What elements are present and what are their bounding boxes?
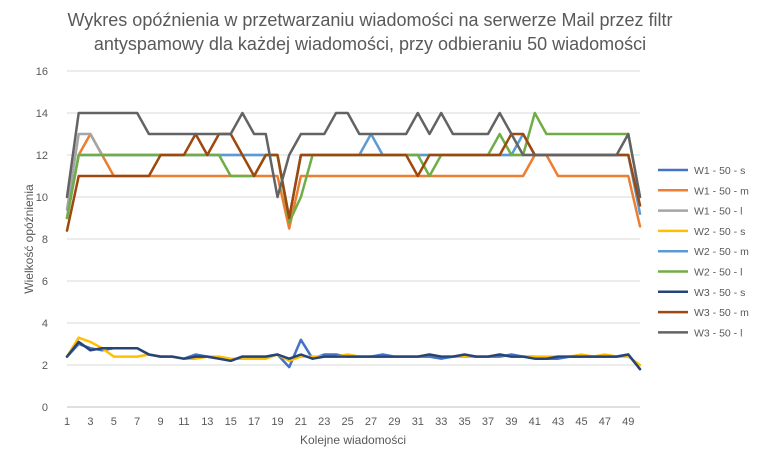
x-tick-label: 41 xyxy=(529,416,541,428)
legend-label: W2 - 50 - s xyxy=(694,226,745,238)
x-tick-label: 35 xyxy=(458,416,470,428)
x-tick-label: 45 xyxy=(575,416,587,428)
y-tick-label: 4 xyxy=(42,318,48,330)
x-tick-label: 9 xyxy=(157,416,163,428)
x-tick-label: 21 xyxy=(295,416,307,428)
x-axis-title: Kolejne wiadomości xyxy=(300,433,406,447)
legend-label: W2 - 50 - m xyxy=(694,246,749,258)
series-line-7 xyxy=(65,340,642,371)
x-tick-label: 17 xyxy=(248,416,260,428)
y-tick-label: 16 xyxy=(36,66,48,78)
x-tick-label: 11 xyxy=(178,416,189,428)
series-line-9 xyxy=(65,111,642,199)
legend-label: W3 - 50 - m xyxy=(694,307,749,319)
x-tick-label: 37 xyxy=(482,416,494,428)
x-tick-label: 49 xyxy=(622,416,634,428)
series-lines xyxy=(65,111,642,371)
legend-label: W3 - 50 - l xyxy=(694,327,742,339)
x-tick-label: 29 xyxy=(388,416,400,428)
y-tick-label: 14 xyxy=(36,108,48,120)
x-tick-label: 13 xyxy=(201,416,213,428)
legend-label: W1 - 50 - l xyxy=(694,206,742,218)
x-tick-label: 47 xyxy=(599,416,611,428)
x-tick-label: 27 xyxy=(365,416,377,428)
x-tick-label: 33 xyxy=(435,416,447,428)
x-tick-label: 1 xyxy=(64,416,70,428)
x-tick-label: 43 xyxy=(552,416,564,428)
x-tick-label: 5 xyxy=(111,416,117,428)
y-tick-label: 8 xyxy=(42,234,48,246)
x-tick-label: 39 xyxy=(505,416,517,428)
legend: W1 - 50 - s W1 - 50 - m W1 - 50 - l W2 - 50… xyxy=(658,165,749,339)
series-line-2 xyxy=(65,132,642,230)
x-tick-label: 31 xyxy=(412,416,424,428)
legend-label: W2 - 50 - l xyxy=(694,267,742,279)
y-tick-label: 10 xyxy=(36,192,48,204)
y-tick-label: 12 xyxy=(36,150,48,162)
y-tick-label: 6 xyxy=(42,276,48,288)
x-tick-label: 25 xyxy=(342,416,354,428)
chart-title-line-2: antyspamowy dla każdej wiadomości, przy … xyxy=(94,34,646,54)
legend-label: W1 - 50 - m xyxy=(694,185,749,197)
y-tick-label: 2 xyxy=(42,360,48,372)
chart-title-line-1: Wykres opóźnienia w przetwarzaniu wiadom… xyxy=(67,10,672,30)
y-axis-title: Wielkość opóźnienia xyxy=(22,184,36,294)
x-tick-label: 19 xyxy=(271,416,283,428)
y-tick-label: 0 xyxy=(42,402,48,414)
series-line-8 xyxy=(65,132,642,232)
legend-label: W1 - 50 - s xyxy=(694,165,745,177)
series-line-4 xyxy=(65,336,642,367)
x-tick-label: 3 xyxy=(87,416,93,428)
x-tick-label: 23 xyxy=(318,416,330,428)
legend-label: W3 - 50 - s xyxy=(694,287,745,299)
x-tick-label: 15 xyxy=(225,416,237,428)
x-tick-label: 7 xyxy=(134,416,140,428)
